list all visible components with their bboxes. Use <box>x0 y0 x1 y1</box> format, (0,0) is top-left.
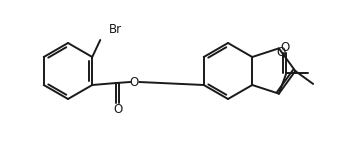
Text: O: O <box>276 46 285 59</box>
Text: O: O <box>130 75 139 89</box>
Text: Br: Br <box>109 23 122 36</box>
Text: O: O <box>113 103 122 116</box>
Text: O: O <box>281 41 290 55</box>
